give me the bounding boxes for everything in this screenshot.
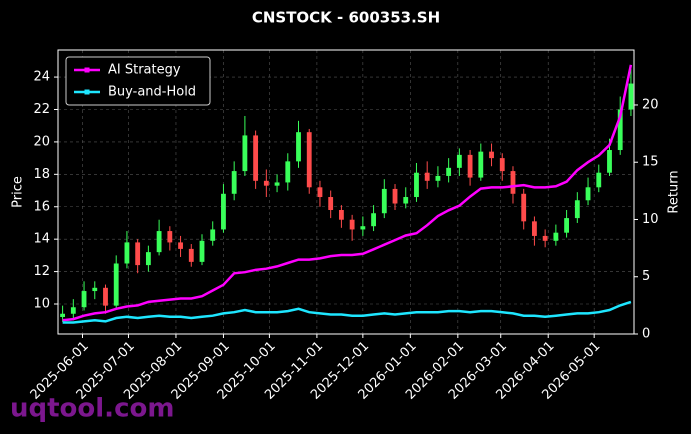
candle-body xyxy=(617,109,623,151)
legend-box xyxy=(65,56,211,106)
candle-body xyxy=(596,172,602,188)
y-tick-label: 24 xyxy=(33,70,50,85)
candle-body xyxy=(628,83,634,110)
candle-body xyxy=(296,132,301,162)
candle-body xyxy=(178,242,183,249)
candle-body xyxy=(467,154,473,178)
series-line xyxy=(62,64,633,322)
y-tick-label: 22 xyxy=(33,102,50,117)
candle-body xyxy=(253,135,259,181)
candle-body xyxy=(349,219,355,230)
y-tick-label: 14 xyxy=(33,232,50,247)
series-line xyxy=(62,300,632,324)
plot-frame xyxy=(57,49,635,335)
candle-body xyxy=(70,307,76,314)
candle-body xyxy=(285,161,291,183)
candle-body xyxy=(456,154,462,168)
y-tick-label: 12 xyxy=(33,264,50,279)
y2-axis-label: Return xyxy=(667,170,682,213)
candle-body xyxy=(317,187,323,198)
legend-label: Buy-and-Hold xyxy=(108,85,196,100)
candle-body xyxy=(113,263,119,306)
candle-body xyxy=(231,171,237,194)
candle-body xyxy=(156,231,162,253)
candle-body xyxy=(145,252,151,266)
y-axis-label: Price xyxy=(11,176,26,208)
legend-marker xyxy=(84,67,90,73)
candle-body xyxy=(274,182,280,186)
candle-body xyxy=(392,188,398,204)
candle-body xyxy=(124,242,130,264)
candle-body xyxy=(574,200,580,219)
candle-body xyxy=(414,172,419,198)
candle-body xyxy=(607,150,612,173)
candle-body xyxy=(542,235,548,241)
candle-body xyxy=(135,242,141,266)
y2-tick-label: 20 xyxy=(642,97,659,112)
candle-body xyxy=(532,221,537,236)
candle-body xyxy=(199,240,205,262)
candle-body xyxy=(263,180,269,186)
candle-body xyxy=(478,151,484,178)
y-tick-label: 10 xyxy=(33,297,50,312)
y2-tick-label: 10 xyxy=(642,212,659,227)
chart-title: CNSTOCK - 600353.SH xyxy=(252,9,440,27)
candle-body xyxy=(424,172,430,181)
candle-body xyxy=(553,232,559,241)
candle-body xyxy=(188,248,194,262)
candle-body xyxy=(338,209,344,220)
candle-body xyxy=(510,171,516,194)
candle-body xyxy=(371,213,376,227)
legend-label: AI Strategy xyxy=(108,63,181,78)
candle-body xyxy=(81,291,87,308)
candle-body xyxy=(381,188,387,214)
candle-body xyxy=(328,197,334,210)
y2-tick-label: 15 xyxy=(642,155,659,170)
candle-body xyxy=(499,158,505,172)
candle-body xyxy=(360,226,366,230)
candle-body xyxy=(167,231,173,243)
candle-body xyxy=(403,197,409,204)
candle-body xyxy=(489,151,494,159)
y-tick-label: 16 xyxy=(33,199,50,214)
legend-marker xyxy=(84,89,90,95)
candle-body xyxy=(435,175,441,181)
y2-tick-label: 0 xyxy=(642,327,650,342)
candle-body xyxy=(242,135,248,172)
candle-body xyxy=(564,218,570,233)
y2-tick-label: 5 xyxy=(642,269,650,284)
candle-body xyxy=(92,287,98,292)
candle-body xyxy=(446,167,452,176)
candle-body xyxy=(221,193,226,230)
y-tick-label: 20 xyxy=(33,134,50,149)
y-tick-label: 18 xyxy=(33,167,50,182)
candle-body xyxy=(103,287,108,306)
candle-body xyxy=(60,313,66,317)
candle-body xyxy=(521,193,527,222)
watermark: uqtool.com xyxy=(10,394,174,424)
candle-body xyxy=(210,229,216,241)
candle-body xyxy=(585,187,591,201)
candle-body xyxy=(306,132,312,188)
